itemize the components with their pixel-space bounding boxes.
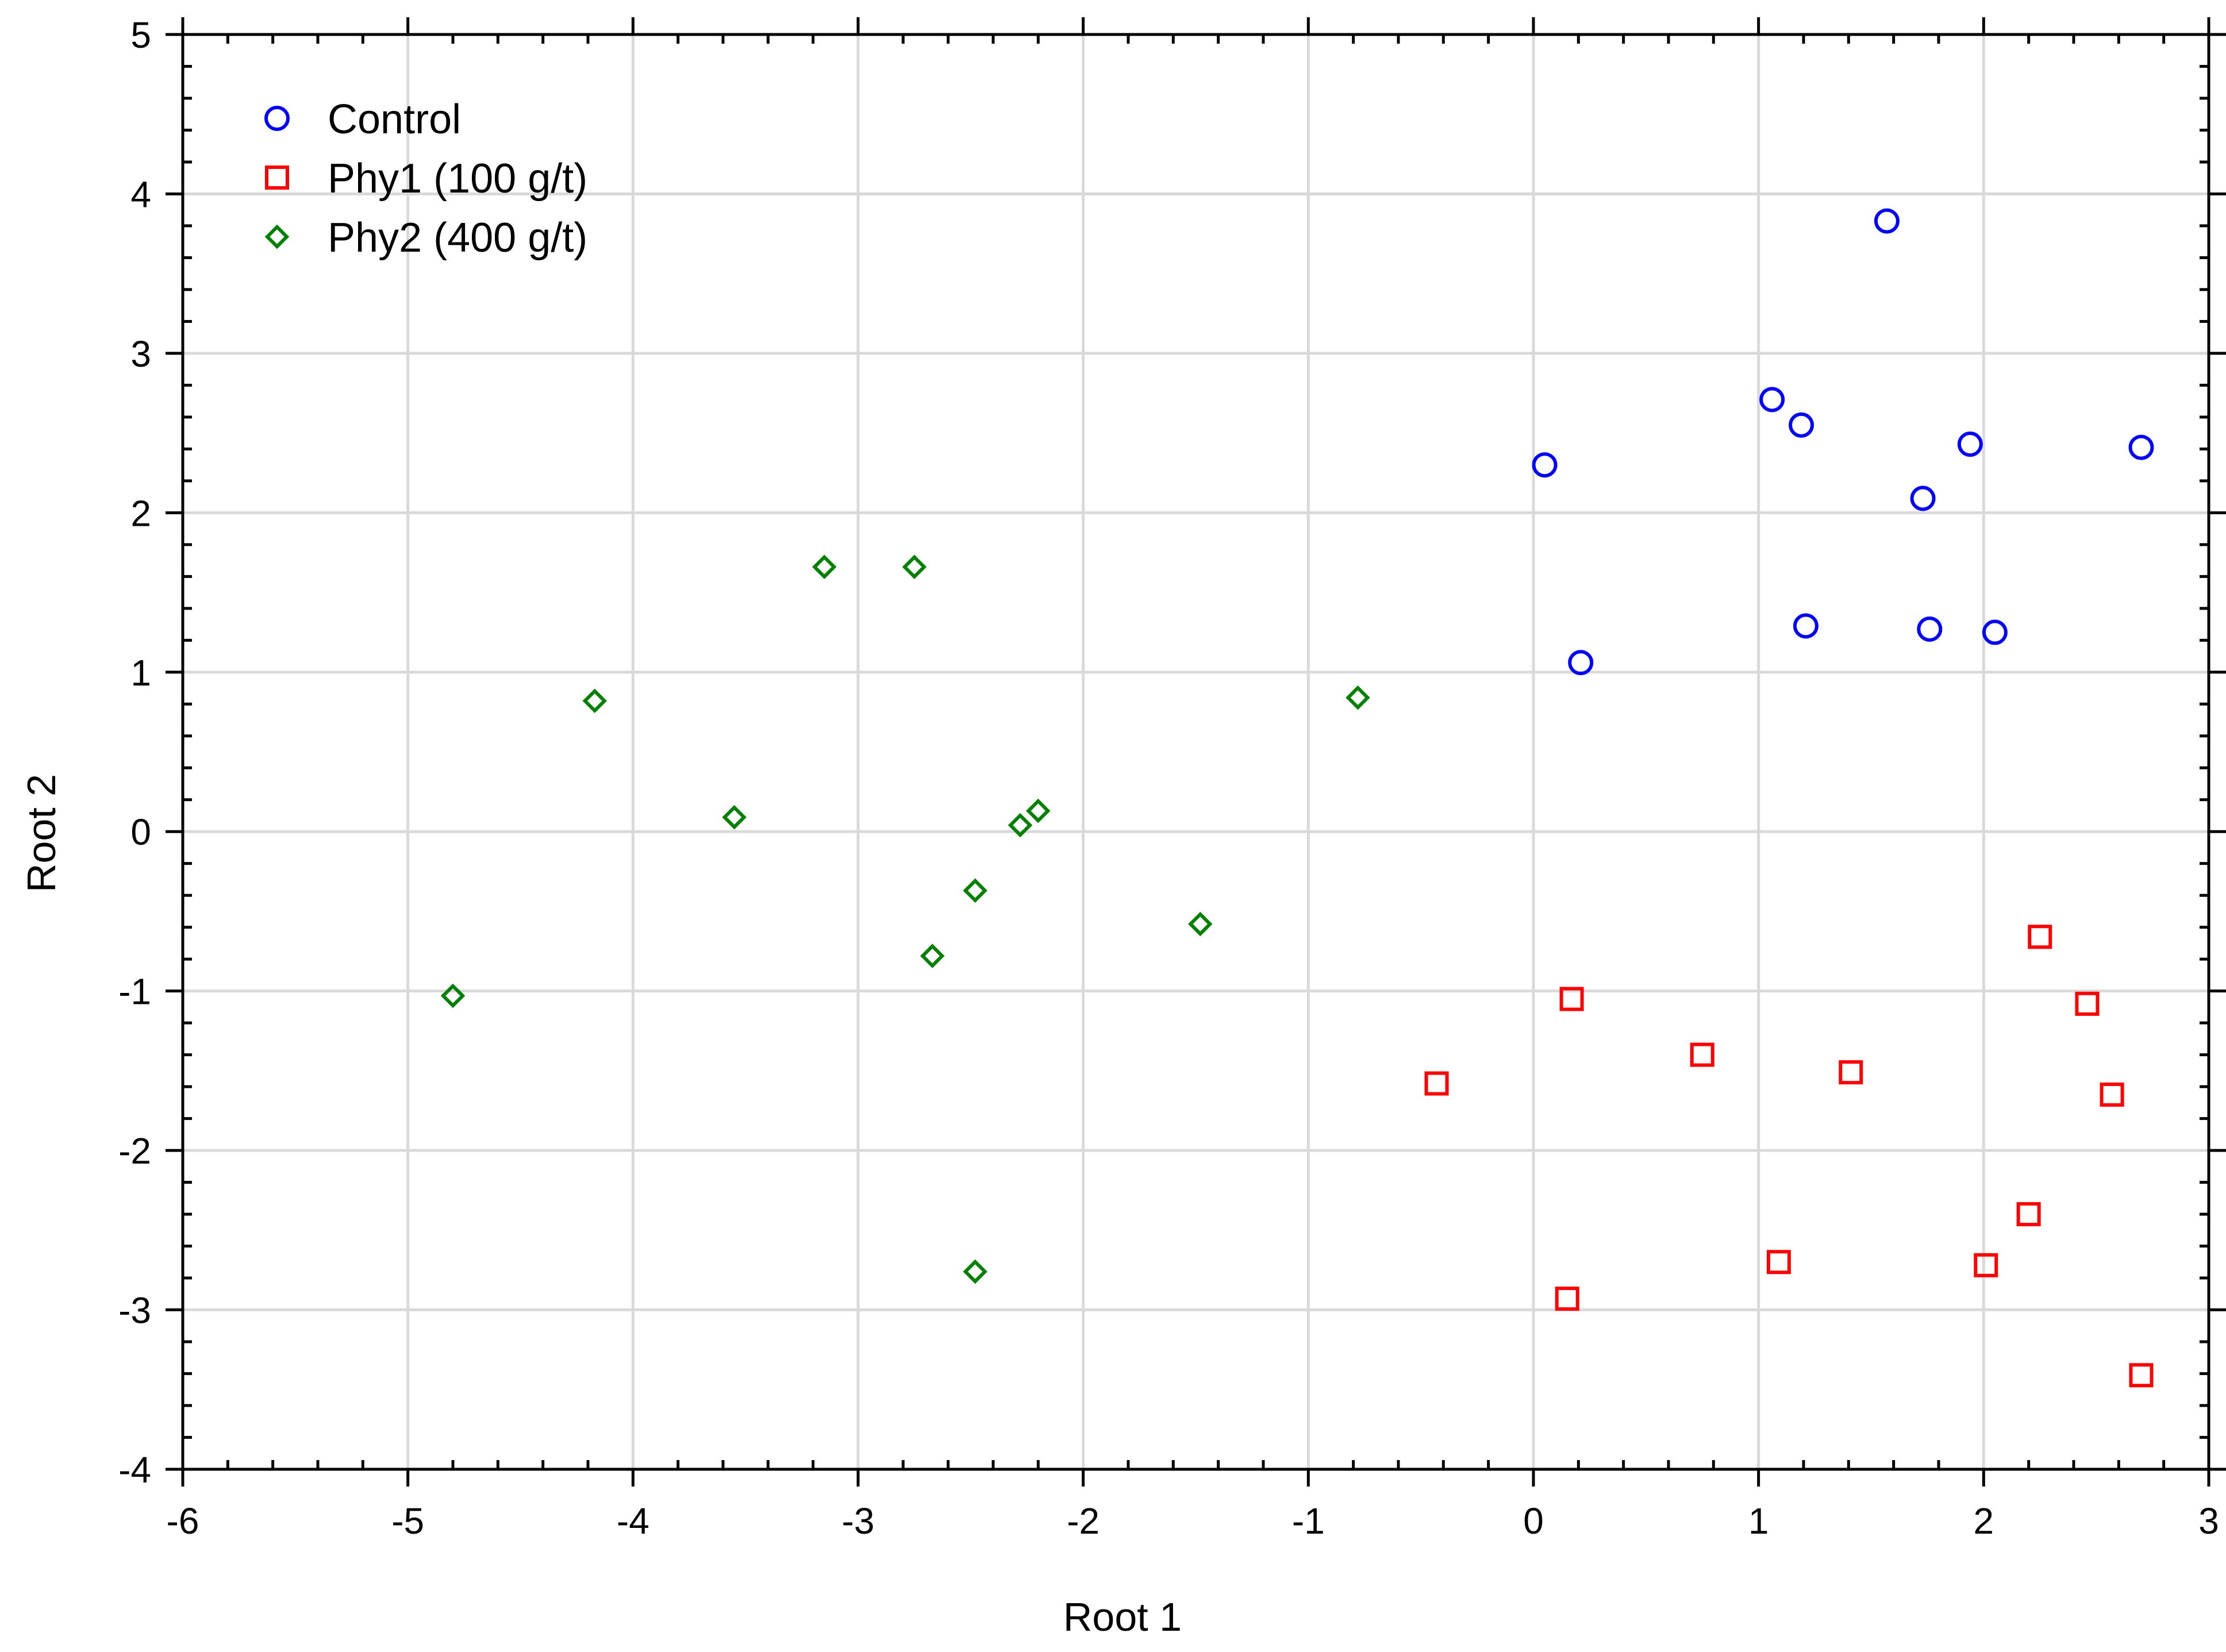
data-point-diamond [722,805,747,830]
data-point-circle [1910,486,1936,511]
data-point-square [2100,1083,2124,1107]
x-tick-label: -3 [842,1500,875,1542]
y-tick-label: 0 [130,811,151,853]
data-point-diamond [920,944,945,968]
data-point-diamond [963,878,987,903]
data-point-square [1766,1250,1791,1274]
data-point-square [2129,1363,2154,1388]
data-point-circle [2128,434,2154,460]
y-tick-label: 2 [130,492,151,534]
data-point-circle [1532,452,1558,478]
data-point-diamond [582,688,607,713]
data-point-circle [1793,613,1819,639]
data-point-diamond [1008,812,1033,838]
data-point-square [2016,1202,2041,1227]
data-point-diamond [1345,685,1370,710]
y-axis-label: Root 2 [19,774,64,892]
data-point-square [1839,1060,1863,1085]
legend-marker-circle [264,106,290,131]
data-point-diamond [963,1259,987,1284]
x-tick-label: -2 [1067,1500,1099,1542]
data-point-diamond [440,983,466,1008]
data-point-square [1424,1071,1449,1096]
x-tick-label: -5 [391,1500,424,1542]
y-tick-label: -2 [118,1130,151,1172]
tick-labels: -6 -5 -4 -3 -2 -1 0 1 2 3 -4 -3 -2 -1 0 1 2 3 4 5 [118,14,2219,1542]
legend-marker-diamond [264,224,290,249]
data-point-diamond [812,554,837,579]
y-tick-label: -1 [118,971,151,1012]
data-point-square [1559,987,1584,1011]
y-tick-label: 5 [130,14,151,56]
y-tick-label: -4 [118,1449,151,1491]
y-tick-label: -3 [118,1290,151,1331]
data-point-square [1555,1287,1579,1311]
data-point-circle [1789,412,1814,438]
data-point-circle [1568,650,1594,676]
x-tick-label: 1 [1748,1500,1769,1542]
data-point-circle [1982,619,2008,645]
x-axis-label: Root 1 [1063,1595,1182,1639]
data-point-circle [1917,616,1943,642]
x-tick-label: -4 [617,1500,649,1542]
data-point-circle [1874,208,1900,234]
data-point-diamond [902,554,927,579]
data-point-square [2028,925,2052,949]
x-tick-label: 3 [2198,1500,2219,1542]
x-tick-label: -1 [1292,1500,1325,1542]
data-point-diamond [1026,798,1051,823]
plot-frame [181,33,2210,1471]
x-tick-label: -6 [167,1500,199,1542]
data-point-square [1974,1253,1998,1277]
data-point-circle [1759,387,1785,413]
legend-label: Phy2 (400 g/t) [328,215,587,261]
legend-label: Phy1 (100 g/t) [328,156,587,202]
data-point-diamond [1188,911,1213,937]
grid [183,34,2209,1469]
legend-label: Control [328,97,461,143]
data-point-square [2075,991,2100,1016]
y-tick-label: 3 [130,333,151,375]
plot-border [181,33,2210,1471]
data-point-circle [1957,432,1983,457]
legend-marker-square [265,165,289,190]
data-points [440,208,2154,1388]
axis-ticks [166,17,2226,1487]
x-tick-label: 2 [1974,1500,1994,1542]
data-point-square [1690,1042,1714,1067]
x-tick-label: 0 [1523,1500,1544,1542]
y-tick-label: 1 [130,652,151,694]
y-tick-label: 4 [130,174,151,215]
legend: Control Phy1 (100 g/t) Phy2 (400 g/t) [264,97,587,261]
